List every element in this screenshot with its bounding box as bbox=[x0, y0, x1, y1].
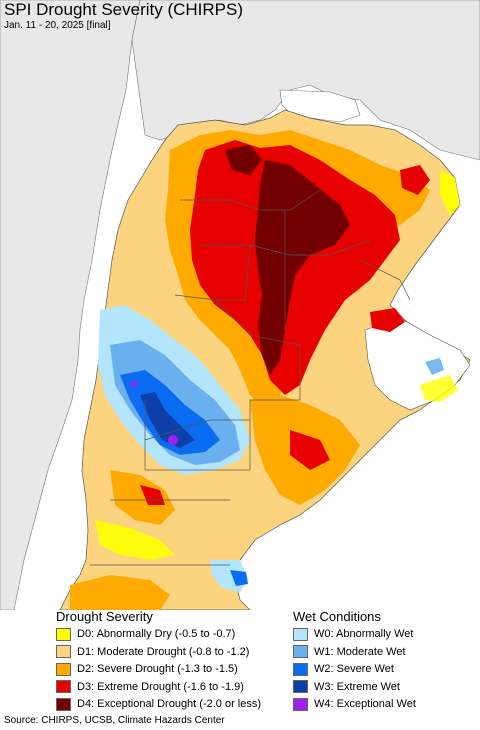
wet-label: W0: Abnormally Wet bbox=[314, 628, 414, 640]
exceptional-drought-core bbox=[255, 160, 350, 375]
drought-label: D2: Severe Drought (-1.3 to -1.5) bbox=[77, 663, 238, 675]
extreme-drought-south-patches bbox=[140, 430, 330, 505]
drought-swatch bbox=[56, 662, 71, 676]
wet-region-w2 bbox=[120, 370, 220, 455]
wet-region-w3 bbox=[140, 392, 195, 448]
exceptional-drought-north bbox=[225, 145, 262, 175]
wet-label: W2: Severe Wet bbox=[314, 663, 394, 675]
drought-legend-item: D3: Extreme Drought (-1.6 to -1.9) bbox=[56, 680, 244, 694]
wet-legend-item: W0: Abnormally Wet bbox=[293, 627, 413, 641]
drought-swatch bbox=[56, 645, 71, 658]
exceptional-wet-spot-2 bbox=[168, 435, 178, 445]
wet-swatch bbox=[293, 697, 308, 711]
wet-swatch bbox=[293, 662, 308, 676]
chile-land bbox=[0, 0, 141, 610]
drought-label: D3: Extreme Drought (-1.6 to -1.9) bbox=[77, 680, 244, 693]
drought-legend-item: D1: Moderate Drought (-0.8 to -1.2) bbox=[56, 645, 249, 659]
drought-swatch bbox=[56, 697, 71, 711]
extreme-drought-corrientes bbox=[370, 308, 405, 332]
drought-map bbox=[0, 0, 480, 610]
wet-legend-item: W3: Extreme Wet bbox=[293, 680, 400, 694]
severe-drought-south bbox=[110, 470, 175, 525]
drought-legend-item: D0: Abnormally Dry (-0.5 to -0.7) bbox=[56, 627, 235, 641]
wet-conditions-heading: Wet Conditions bbox=[293, 609, 381, 624]
drought-label: D0: Abnormally Dry (-0.5 to -0.7) bbox=[77, 628, 236, 640]
wet-swatch bbox=[293, 645, 308, 658]
wet-label: W1: Moderate Wet bbox=[314, 645, 406, 658]
wet-swatch bbox=[293, 680, 308, 693]
uruguay-dry-patch bbox=[420, 375, 458, 402]
drought-swatch bbox=[56, 680, 71, 693]
province-boundaries bbox=[90, 189, 411, 566]
drought-label: D1: Moderate Drought (-0.8 to -1.2) bbox=[77, 645, 250, 658]
map-title: SPI Drought Severity (CHIRPS) bbox=[4, 0, 244, 19]
abnormally-dry-patagonia bbox=[95, 520, 175, 560]
wet-label: W3: Extreme Wet bbox=[314, 680, 400, 693]
severe-drought-far-south bbox=[70, 575, 170, 610]
wet-legend-item: W2: Severe Wet bbox=[293, 662, 394, 676]
wet-swatch bbox=[293, 627, 308, 641]
map-subtitle: Jan. 11 - 20, 2025 [final] bbox=[4, 20, 111, 31]
extreme-drought-northeast bbox=[400, 165, 430, 195]
drought-severity-heading: Drought Severity bbox=[56, 609, 153, 624]
abnormally-dry-north bbox=[440, 170, 460, 215]
drought-legend-item: D2: Severe Drought (-1.3 to -1.5) bbox=[56, 662, 238, 676]
wet-legend-item: W4: Exceptional Wet bbox=[293, 697, 416, 711]
drought-swatch bbox=[56, 627, 71, 641]
wet-label: W4: Exceptional Wet bbox=[314, 698, 416, 710]
wet-legend-item: W1: Moderate Wet bbox=[293, 645, 406, 659]
drought-legend-item: D4: Exceptional Drought (-2.0 or less) bbox=[56, 697, 261, 711]
patagonia-coast-wet-strong bbox=[230, 570, 248, 586]
exceptional-wet-spot-1 bbox=[131, 381, 137, 387]
uruguay-wet-patch bbox=[425, 358, 444, 375]
northern-no-data bbox=[279, 89, 361, 123]
source-credit: Source: CHIRPS, UCSB, Climate Hazards Ce… bbox=[4, 715, 225, 726]
drought-label: D4: Exceptional Drought (-2.0 or less) bbox=[77, 698, 262, 710]
